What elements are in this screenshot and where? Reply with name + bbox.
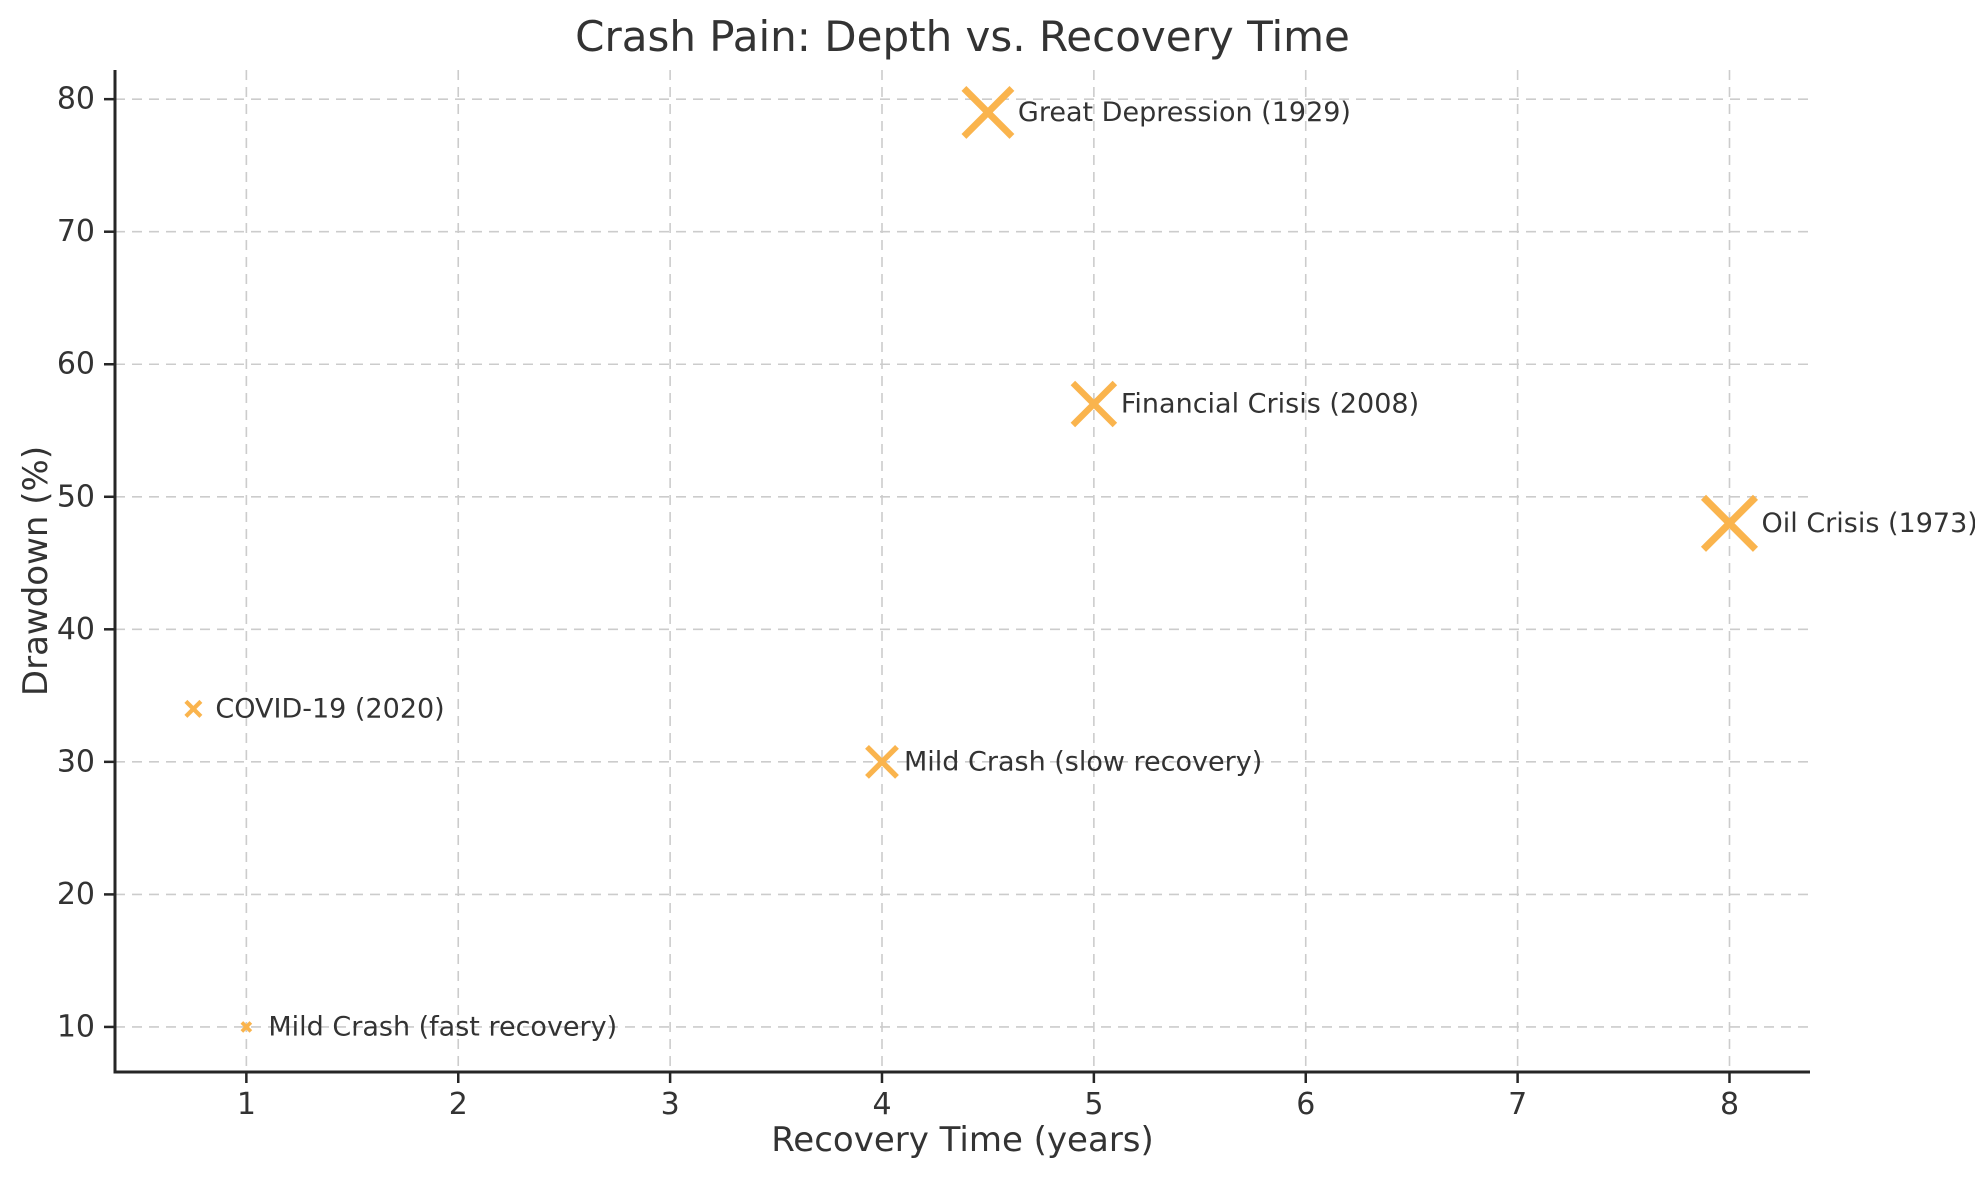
- data-point-marker: [184, 699, 203, 718]
- y-tick-label: 40: [57, 612, 95, 647]
- y-tick-label: 70: [57, 214, 95, 249]
- point-label: Great Depression (1929): [1018, 97, 1351, 128]
- point-label: COVID-19 (2020): [215, 693, 444, 724]
- x-tick-label: 6: [1296, 1087, 1315, 1122]
- data-point-marker: [865, 744, 899, 779]
- x-tick-label: 5: [1084, 1087, 1103, 1122]
- y-tick-label: 60: [57, 347, 95, 382]
- x-tick-label: 1: [237, 1087, 256, 1122]
- data-point-marker: [1070, 380, 1118, 428]
- y-tick-label: 50: [57, 479, 95, 514]
- point-label: Financial Crisis (2008): [1121, 389, 1419, 420]
- y-tick-label: 30: [57, 744, 95, 779]
- y-tick-label: 20: [57, 877, 95, 912]
- y-tick-label: 10: [57, 1009, 95, 1044]
- data-point-marker: [240, 1021, 253, 1033]
- point-label: Oil Crisis (1973): [1761, 508, 1975, 539]
- point-label: Mild Crash (slow recovery): [904, 746, 1262, 777]
- chart-title: Crash Pain: Depth vs. Recovery Time: [575, 12, 1350, 61]
- x-tick-label: 3: [661, 1087, 680, 1122]
- x-tick-label: 7: [1508, 1087, 1527, 1122]
- y-tick-label: 80: [57, 82, 95, 117]
- data-point-marker: [1700, 494, 1759, 552]
- x-tick-label: 4: [872, 1087, 891, 1122]
- point-label: Mild Crash (fast recovery): [268, 1011, 617, 1042]
- x-axis-label: Recovery Time (years): [771, 1120, 1154, 1160]
- data-point-marker: [961, 85, 1015, 139]
- y-axis-label: Drawdown (%): [16, 445, 56, 697]
- x-tick-label: 8: [1720, 1087, 1739, 1122]
- x-tick-label: 2: [449, 1087, 468, 1122]
